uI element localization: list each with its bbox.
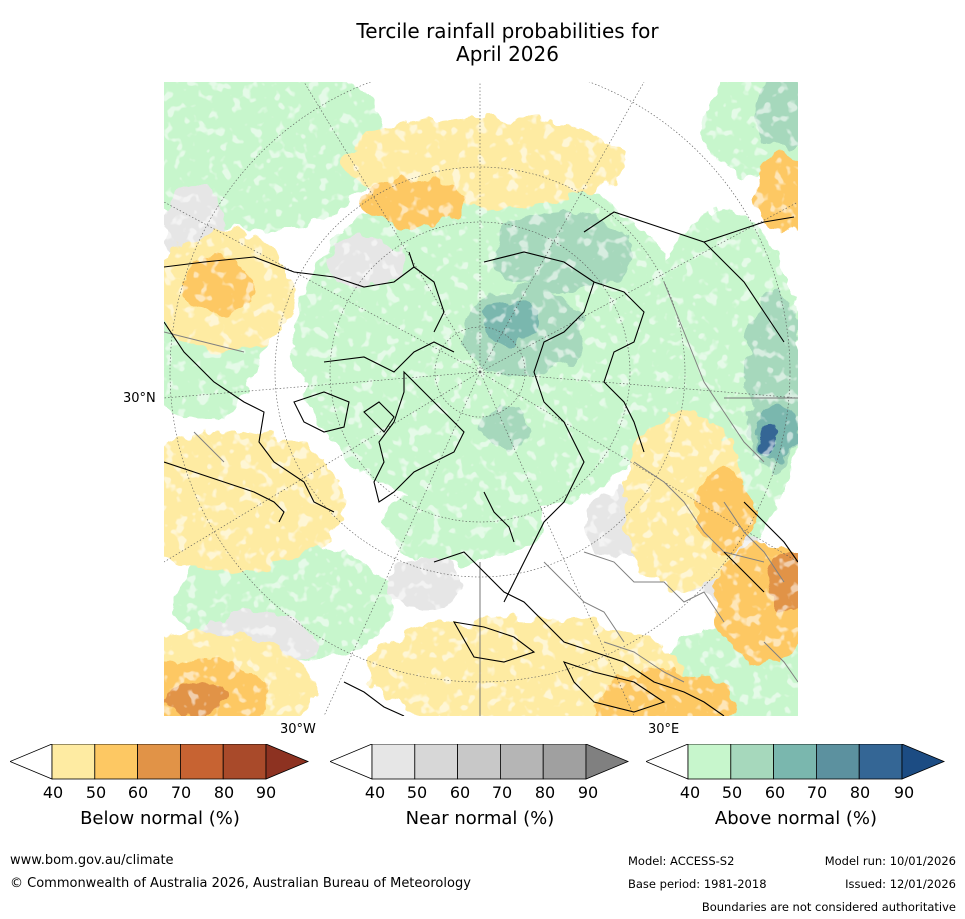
- tick-label: 70: [806, 783, 828, 802]
- tick-label: 90: [893, 783, 915, 802]
- tick-label: 60: [127, 783, 149, 802]
- colorbar-lower-extension: [644, 743, 689, 780]
- map-title: Tercile rainfall probabilities for April…: [0, 20, 965, 66]
- colorbar-segment: [815, 743, 860, 780]
- tick-label: 50: [85, 783, 107, 802]
- lat-30n-label: 30°N: [123, 391, 156, 406]
- colorbar-near-normal: [328, 743, 630, 784]
- colorbar-upper-extension: [265, 743, 310, 780]
- coastlines: [164, 211, 798, 716]
- title-line-1: Tercile rainfall probabilities for: [356, 19, 659, 43]
- colorbar-segment: [858, 743, 903, 780]
- tick-label: 60: [764, 783, 786, 802]
- colorbar-segment: [457, 743, 501, 780]
- footer-model-run: Model run: 10/01/2026: [824, 854, 956, 868]
- colorbar-segment: [371, 743, 416, 780]
- tick-label: 90: [255, 783, 277, 802]
- footer-base-period: Base period: 1981-2018: [628, 877, 767, 891]
- tick-label: 80: [849, 783, 871, 802]
- colorbar-segment: [51, 743, 96, 780]
- tick-label: 80: [534, 783, 556, 802]
- colorbar-segment: [94, 743, 139, 780]
- tick-label: 40: [42, 783, 64, 802]
- colorbar-upper-extension: [585, 743, 630, 780]
- footer-url[interactable]: www.bom.gov.au/climate: [10, 853, 174, 868]
- colorbar-segment: [542, 743, 587, 780]
- lon-30w-label: 30°W: [280, 722, 316, 737]
- colorbar-lower-extension: [328, 743, 373, 780]
- footer-model: Model: ACCESS-S2: [628, 854, 735, 868]
- colorbar-segment: [179, 743, 224, 780]
- colorbar-segment: [687, 743, 732, 780]
- colorbar-near-label: Near normal (%): [405, 808, 555, 829]
- colorbar-upper-extension: [901, 743, 946, 780]
- tick-label: 70: [170, 783, 192, 802]
- footer-copyright: © Commonwealth of Australia 2026, Austra…: [10, 876, 471, 891]
- colorbar-below-normal: [8, 743, 310, 784]
- probability-map: [164, 82, 798, 716]
- footer-disclaimer: Boundaries are not considered authoritat…: [701, 900, 956, 914]
- colorbar-segment: [730, 743, 775, 780]
- colorbar-segment: [137, 743, 181, 780]
- colorbar-above-label: Above normal (%): [714, 808, 878, 829]
- colorbar-segment: [414, 743, 459, 780]
- colorbar-lower-extension: [8, 743, 53, 780]
- tick-label: 80: [213, 783, 235, 802]
- colorbar-below-label: Below normal (%): [80, 808, 240, 829]
- tick-label: 40: [679, 783, 701, 802]
- lon-30e-label: 30°E: [648, 722, 680, 737]
- tick-label: 40: [364, 783, 386, 802]
- footer-issued: Issued: 12/01/2026: [845, 877, 956, 891]
- tick-label: 50: [406, 783, 428, 802]
- reference-lines: [479, 397, 798, 716]
- colorbar-segment: [773, 743, 817, 780]
- colorbar-above-normal: [644, 743, 946, 784]
- tick-label: 60: [449, 783, 471, 802]
- country-borders: [164, 281, 798, 683]
- tick-label: 70: [491, 783, 513, 802]
- title-line-2: April 2026: [456, 42, 559, 66]
- colorbar-segment: [499, 743, 544, 780]
- texture-overlay: [164, 82, 798, 716]
- colorbar-segment: [222, 743, 267, 780]
- tick-label: 90: [577, 783, 599, 802]
- tick-label: 50: [721, 783, 743, 802]
